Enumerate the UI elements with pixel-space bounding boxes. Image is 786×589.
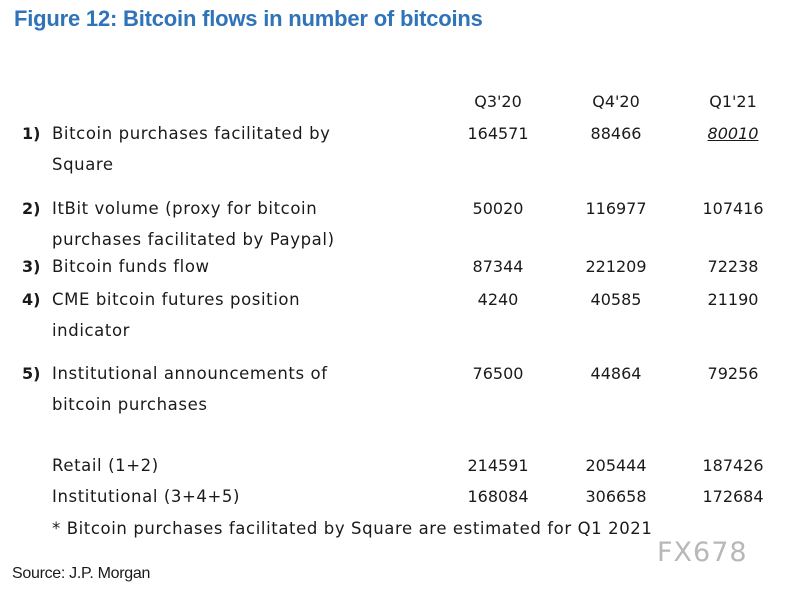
table-cell: 72238 [707, 257, 759, 276]
table-cell: 4240 [477, 290, 519, 309]
column-header-q3-20: Q3'20 [474, 92, 522, 111]
row-label-line: Institutional announcements of [52, 364, 328, 383]
row-number: 1) [22, 124, 41, 143]
row-label: ItBit volume (proxy for bitcoin purchase… [52, 193, 335, 255]
total-cell: 205444 [585, 456, 647, 475]
table-cell: 221209 [585, 257, 647, 276]
table-cell-estimated: 80010 [707, 124, 759, 143]
column-header-q4-20: Q4'20 [592, 92, 640, 111]
row-label-line: Square [52, 155, 114, 174]
row-label: Bitcoin funds flow [52, 251, 210, 282]
row-number: 4) [22, 290, 41, 309]
row-number: 5) [22, 364, 41, 383]
total-cell: 187426 [702, 456, 764, 475]
total-label-retail: Retail (1+2) [52, 456, 159, 475]
table-cell: 50020 [472, 199, 524, 218]
table-cell: 79256 [707, 364, 759, 383]
figure-title: Figure 12: Bitcoin flows in number of bi… [14, 6, 483, 31]
column-header-q1-21: Q1'21 [709, 92, 757, 111]
table-cell: 76500 [472, 364, 524, 383]
table-cell: 44864 [590, 364, 642, 383]
table-cell: 40585 [590, 290, 642, 309]
row-label-line: indicator [52, 321, 131, 340]
row-label: Bitcoin purchases facilitated by Square [52, 118, 331, 180]
total-cell: 214591 [467, 456, 529, 475]
row-label: Institutional announcements of bitcoin p… [52, 358, 328, 420]
row-label-line: Bitcoin funds flow [52, 257, 210, 276]
table-cell: 21190 [707, 290, 759, 309]
table-cell: 107416 [702, 199, 764, 218]
row-number: 3) [22, 257, 41, 276]
table-cell: 88466 [590, 124, 642, 143]
row-label-line: CME bitcoin futures position [52, 290, 301, 309]
total-cell: 168084 [467, 487, 529, 506]
total-cell: 306658 [585, 487, 647, 506]
total-label-institutional: Institutional (3+4+5) [52, 487, 241, 506]
row-label-line: Bitcoin purchases facilitated by [52, 124, 331, 143]
footnote: * Bitcoin purchases facilitated by Squar… [52, 519, 653, 538]
row-label-line: ItBit volume (proxy for bitcoin [52, 199, 318, 218]
row-label-line: purchases facilitated by Paypal) [52, 230, 335, 249]
table-cell: 116977 [585, 199, 647, 218]
total-cell: 172684 [702, 487, 764, 506]
source-note: Source: J.P. Morgan [12, 565, 151, 582]
watermark: FX678 [657, 537, 748, 568]
row-label-line: bitcoin purchases [52, 395, 208, 414]
table-cell: 87344 [472, 257, 524, 276]
table-cell: 164571 [467, 124, 529, 143]
row-label: CME bitcoin futures position indicator [52, 284, 300, 346]
row-number: 2) [22, 199, 41, 218]
